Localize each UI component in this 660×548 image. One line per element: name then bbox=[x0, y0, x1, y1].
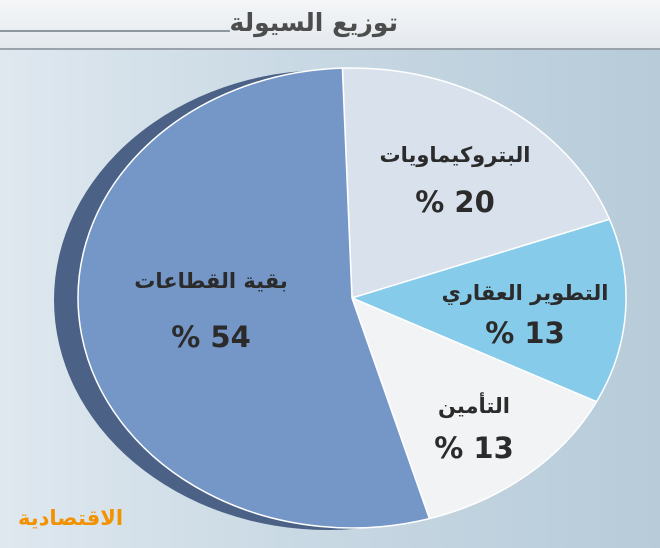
slice-value-2: % 13 bbox=[485, 316, 565, 350]
slice-label-2: التطوير العقاري bbox=[442, 281, 609, 306]
title-rule bbox=[0, 30, 230, 32]
chart-header: توزيع السيولة bbox=[0, 0, 660, 50]
chart-title: توزيع السيولة bbox=[229, 8, 398, 37]
slice-label-1: البتروكيماويات bbox=[379, 143, 530, 167]
slice-value-3: % 13 bbox=[434, 431, 514, 465]
slice-value-4: % 54 bbox=[171, 320, 251, 354]
pie-slice-2 bbox=[349, 218, 627, 403]
slice-label-4: بقية القطاعات bbox=[134, 269, 288, 293]
pie-slice-1 bbox=[341, 67, 611, 300]
pie-slice-4 bbox=[77, 67, 431, 529]
slice-value-1: % 20 bbox=[415, 185, 495, 219]
slice-label-3: التأمين bbox=[438, 391, 510, 418]
brand-logo-text: الاقتصادية bbox=[18, 506, 124, 530]
pie-slice-3 bbox=[350, 296, 598, 520]
